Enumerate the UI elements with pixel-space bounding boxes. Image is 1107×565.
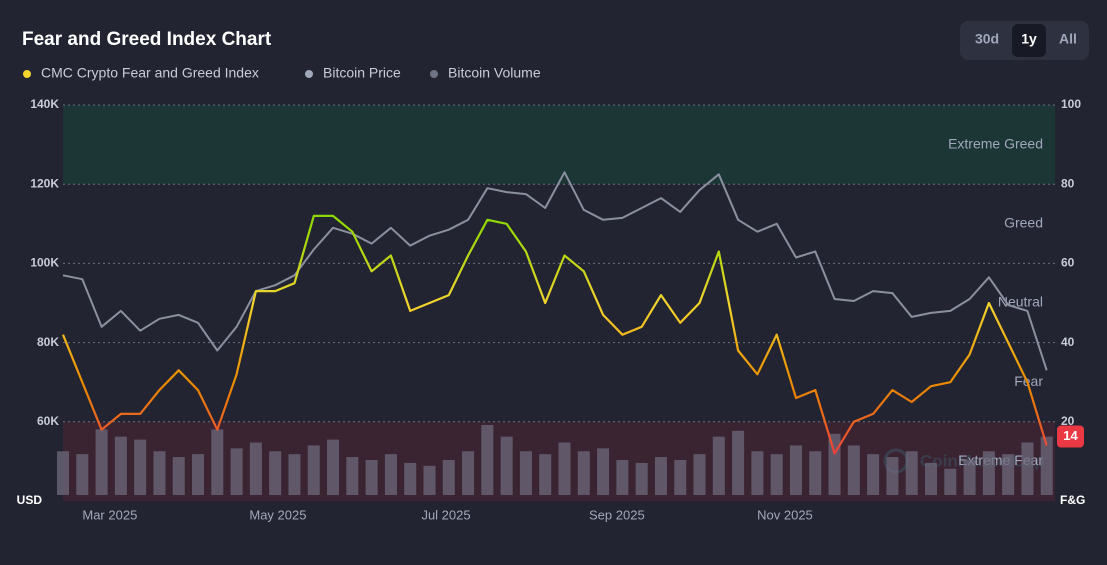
volume-bar	[732, 430, 745, 495]
last-value-label: 14	[1063, 428, 1078, 443]
volume-bar	[597, 448, 610, 495]
volume-bar	[404, 462, 417, 495]
volume-bar	[442, 460, 455, 495]
volume-bar	[944, 468, 957, 495]
x-tick-label: Jul 2025	[421, 507, 470, 522]
volume-bar	[539, 454, 552, 495]
volume-bar	[867, 454, 880, 495]
zone-band	[63, 105, 1055, 185]
volume-bar	[57, 451, 69, 495]
volume-bar	[925, 462, 937, 495]
range-button-active[interactable]	[1012, 24, 1046, 57]
volume-bar	[577, 451, 590, 495]
volume-bar	[192, 454, 205, 495]
volume-bar	[519, 451, 532, 495]
zone-label: Fear	[1014, 373, 1043, 389]
volume-bar	[211, 429, 224, 495]
volume-bar	[384, 454, 397, 495]
legend-dot	[430, 70, 438, 78]
volume-bar	[751, 451, 764, 495]
legend-label: Bitcoin Volume	[448, 65, 541, 81]
y2-tick-label: 100	[1061, 97, 1081, 111]
volume-bar	[153, 451, 166, 495]
volume-bar	[249, 442, 262, 495]
legend-label: Bitcoin Price	[323, 65, 401, 81]
volume-bar	[693, 454, 706, 495]
volume-bar	[982, 451, 995, 495]
y2-tick-label: 40	[1061, 335, 1075, 349]
volume-bar	[76, 454, 89, 495]
y-tick-label: 60K	[37, 414, 59, 428]
range-button[interactable]: 30d	[975, 31, 999, 47]
x-tick-label: Sep 2025	[589, 507, 645, 522]
volume-bar	[1021, 442, 1034, 495]
volume-bar	[1002, 454, 1015, 495]
y-tick-label: 80K	[37, 335, 59, 349]
volume-bar	[269, 451, 282, 495]
volume-bar	[95, 429, 108, 495]
x-tick-label: Nov 2025	[757, 507, 813, 522]
range-button[interactable]: 1y	[1021, 31, 1037, 47]
x-tick-label: Mar 2025	[82, 507, 137, 522]
volume-bar	[462, 451, 475, 495]
volume-bar	[500, 436, 513, 495]
legend-dot	[305, 70, 313, 78]
line	[61, 214, 1048, 455]
y2-tick-label: 60	[1061, 256, 1075, 270]
range-button[interactable]: All	[1059, 31, 1077, 47]
y-tick-label: 140K	[30, 97, 59, 111]
volume-bar	[346, 457, 359, 495]
volume-bar	[114, 436, 127, 495]
volume-bar	[1040, 436, 1053, 495]
volume-bar	[789, 445, 802, 495]
volume-bar	[307, 445, 320, 495]
y2-tick-label: 80	[1061, 176, 1075, 190]
last-value-badge	[1057, 425, 1084, 448]
legend-dot	[23, 70, 31, 78]
volume-bar	[886, 457, 899, 495]
zone-label: Extreme Greed	[948, 135, 1043, 151]
volume-bar	[770, 454, 783, 495]
y-tick-label: 100K	[30, 256, 59, 270]
y-axis-label: USD	[17, 493, 43, 507]
volume-bar	[847, 445, 860, 495]
volume-bar	[674, 460, 687, 495]
volume-bar	[905, 451, 918, 495]
chart-title: Fear and Greed Index Chart	[22, 29, 272, 50]
zone-label: Neutral	[998, 294, 1043, 310]
volume-bar	[963, 460, 976, 495]
y2-axis-label: F&G	[1060, 493, 1085, 507]
y2-tick-label: 20	[1061, 414, 1075, 428]
volume-bar	[365, 460, 378, 495]
volume-bar	[327, 439, 340, 495]
volume-bar	[809, 451, 822, 495]
legend-label: CMC Crypto Fear and Greed Index	[41, 65, 259, 81]
volume-bar	[481, 425, 494, 495]
volume-bar	[423, 465, 436, 495]
zone-label: Greed	[1004, 215, 1043, 231]
volume-bar	[558, 442, 571, 495]
volume-bar	[230, 448, 243, 495]
volume-bar	[654, 457, 667, 495]
volume-bar	[134, 439, 147, 495]
volume-bar	[616, 460, 629, 495]
x-tick-label: May 2025	[249, 507, 306, 522]
volume-bar	[172, 457, 185, 495]
line	[62, 171, 1048, 371]
volume-bar	[288, 454, 301, 495]
volume-bar	[712, 436, 725, 495]
volume-bar	[635, 462, 648, 495]
y-tick-label: 120K	[30, 176, 59, 190]
